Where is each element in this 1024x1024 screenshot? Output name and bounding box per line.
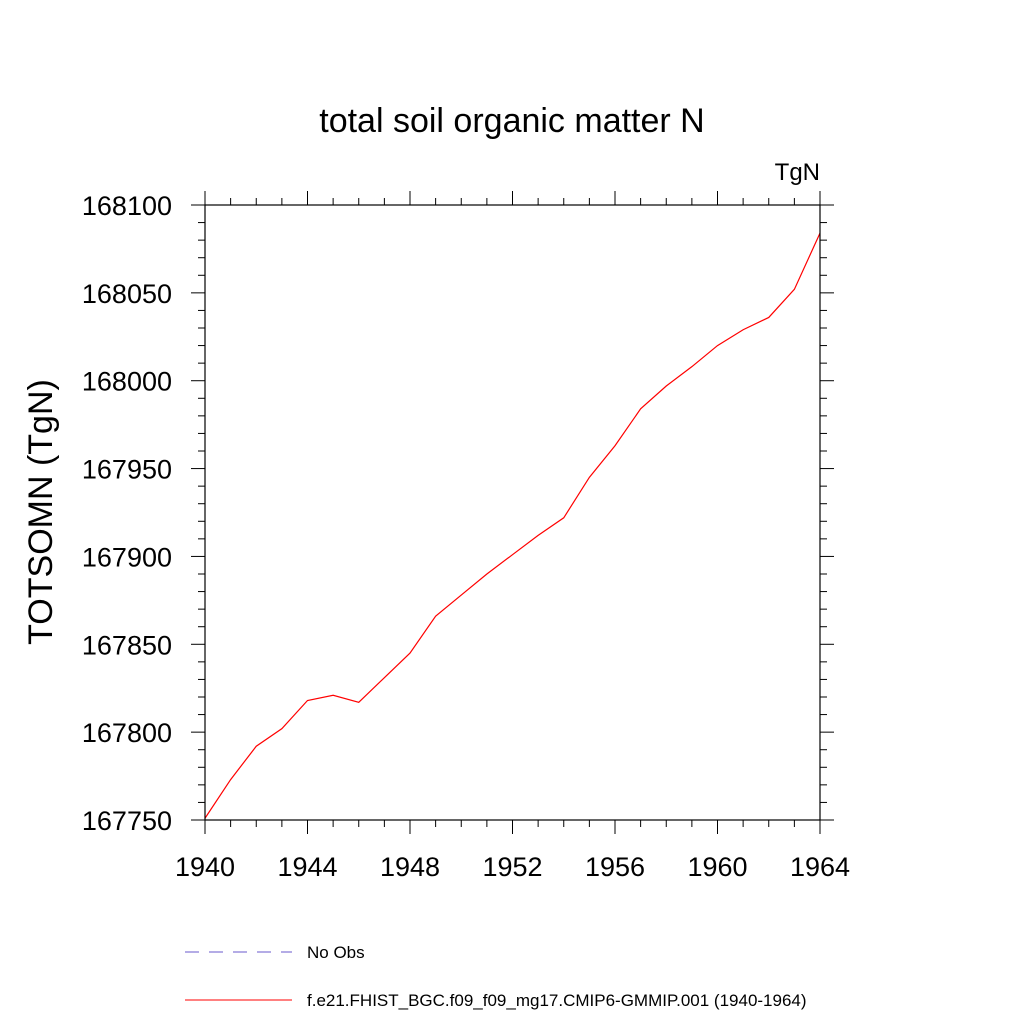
- y-tick-label: 167800: [82, 718, 172, 748]
- y-tick-label: 168000: [82, 367, 172, 397]
- axis-ticks: 1940 1944 1948 1952 1956 1960 1964 167750 167800…: [82, 191, 850, 882]
- y-tick-label: 167900: [82, 542, 172, 572]
- y-tick-label: 167750: [82, 806, 172, 836]
- x-tick-label: 1940: [175, 852, 235, 882]
- x-tick-label: 1944: [277, 852, 337, 882]
- legend: No Obs f.e21.FHIST_BGC.f09_f09_mg17.CMIP6…: [185, 943, 807, 1010]
- y-tick-label: 167850: [82, 630, 172, 660]
- series-line: [204, 232, 821, 819]
- legend-label: No Obs: [307, 943, 365, 962]
- x-tick-label: 1952: [482, 852, 542, 882]
- y-axis-label: TOTSOMN (TgN): [22, 379, 60, 645]
- plot-series: [204, 232, 821, 819]
- x-tick-label: 1956: [585, 852, 645, 882]
- y-tick-label: 167950: [82, 455, 172, 485]
- plot-frame: [204, 204, 821, 821]
- chart-title: total soil organic matter N: [319, 102, 705, 140]
- y-tick-label: 168100: [82, 191, 172, 221]
- legend-label: f.e21.FHIST_BGC.f09_f09_mg17.CMIP6-GMMIP…: [307, 991, 807, 1010]
- units-label: TgN: [775, 159, 820, 186]
- y-tick-label: 168050: [82, 279, 172, 309]
- x-tick-label: 1948: [380, 852, 440, 882]
- x-tick-label: 1964: [790, 852, 850, 882]
- x-tick-label: 1960: [687, 852, 747, 882]
